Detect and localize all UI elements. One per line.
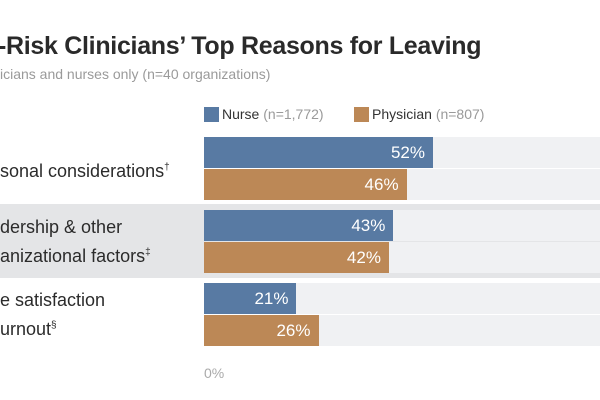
legend-item-physician: Physician (n=807) [372,106,484,122]
footnote-mark: ‡ [145,247,151,258]
bar-nurse: 52% [204,137,433,168]
data-label: 21% [254,289,289,308]
legend-label: Physician [372,106,432,122]
data-label: 52% [390,143,425,162]
category-label: e satisfaction urnout§ [0,287,105,342]
bar-physician: 26% [204,315,319,346]
category-line2: anizational factors [0,246,146,266]
footnote-mark: § [51,320,57,331]
data-label: 42% [346,248,381,267]
data-label: 26% [276,321,311,340]
chart-title: -Risk Clinicians’ Top Reasons for Leavin… [0,32,482,60]
category-line2: urnout [0,319,52,339]
category-line1: dership & other [0,217,123,237]
legend-item-nurse: Nurse (n=1,772) [222,106,324,122]
bar-physician: 42% [204,242,389,273]
legend-n: (n=1,772) [263,106,324,122]
category-label: dership & other anizational factors‡ [0,214,151,269]
category-line1: e satisfaction [0,290,106,310]
legend-label: Nurse [222,106,260,122]
bar-nurse: 43% [204,210,394,241]
data-label: 46% [364,175,399,194]
legend-n: (n=807) [435,106,485,122]
category-label: sonal considerations† [0,155,170,184]
bar-physician: 46% [204,169,407,200]
footnote-mark: † [164,162,170,173]
category-line1: sonal considerations [0,161,165,181]
bar-nurse: 21% [204,283,297,314]
legend-swatch-nurse [204,107,219,122]
legend-swatch-physician [354,107,369,122]
x-tick-label: 0% [204,365,225,381]
data-label: 43% [351,216,386,235]
chart-subtitle: icians and nurses only (n=40 organizatio… [0,66,271,82]
